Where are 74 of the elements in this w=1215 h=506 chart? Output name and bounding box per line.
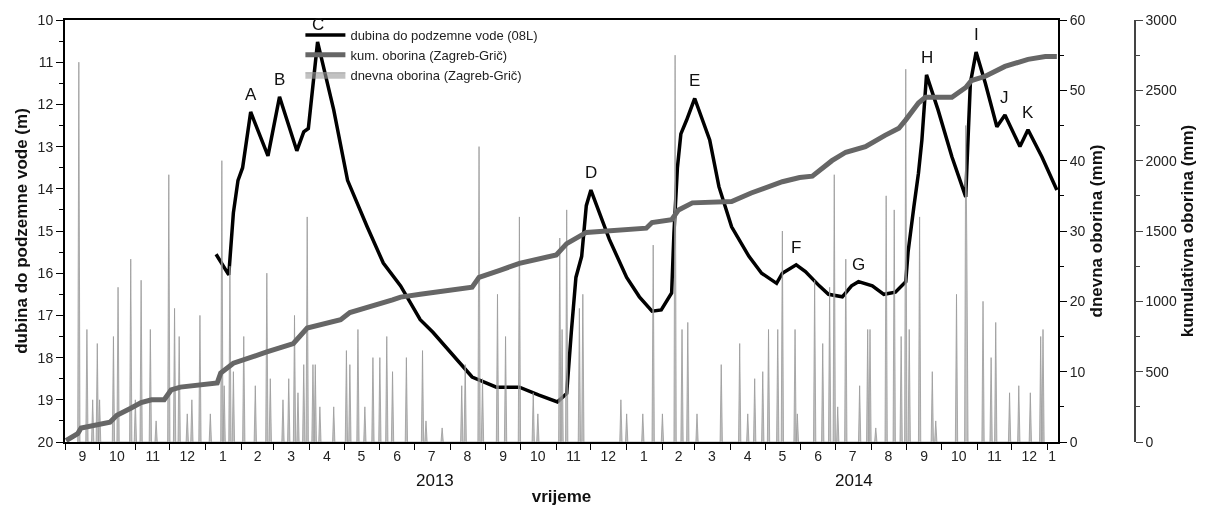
x-tick-label: 11 — [145, 447, 161, 464]
x-axis-title: vrijeme — [531, 487, 592, 506]
y2-tick-label: 30 — [1069, 222, 1086, 239]
x-tick-label: 10 — [530, 447, 546, 464]
annotation: I — [974, 25, 979, 44]
x-tick-label: 12 — [179, 447, 196, 464]
x-tick-label: 6 — [393, 447, 402, 464]
x-tick-label: 9 — [78, 447, 87, 464]
x-tick-label: 1 — [1048, 447, 1057, 464]
annotation: J — [1000, 88, 1009, 107]
x-tick-label: 1 — [640, 447, 649, 464]
text: 2014 — [835, 471, 873, 490]
y-tick-label: 13 — [37, 138, 54, 155]
y-tick-label: 19 — [37, 391, 54, 408]
y2-tick-label: 60 — [1069, 11, 1086, 28]
y3-tick-label: 500 — [1145, 363, 1170, 380]
x-tick-label: 5 — [778, 447, 787, 464]
x-tick-label: 3 — [287, 447, 296, 464]
text: 2013 — [416, 471, 454, 490]
y-tick-label: 10 — [37, 11, 54, 28]
x-tick-label: 11 — [566, 447, 582, 464]
y-tick-label: 18 — [37, 349, 54, 366]
x-tick-label: 7 — [427, 447, 436, 464]
x-tick-label: 12 — [1021, 447, 1038, 464]
legend-label: dubina do podzemne vode (08L) — [350, 28, 538, 44]
y-tick-label: 12 — [37, 96, 54, 113]
y3-tick-label: 2000 — [1145, 152, 1177, 169]
y-tick-label: 14 — [37, 180, 54, 197]
x-tick-label: 8 — [463, 447, 472, 464]
y-axis-title: dubina do podzemne vode (m) — [11, 108, 31, 354]
y3-tick-label: 0 — [1145, 433, 1154, 450]
x-tick-label: 4 — [743, 447, 752, 464]
x-tick-label: 9 — [920, 447, 929, 464]
x-tick-label: 2 — [253, 447, 262, 464]
x-tick-label: 6 — [814, 447, 823, 464]
y2-axis-title: dnevna oborina (mm) — [1087, 144, 1107, 318]
annotation: E — [689, 71, 701, 90]
y3-tick-label: 1500 — [1145, 222, 1177, 239]
legend-label: dnevna oborina (Zagreb-Grič) — [350, 67, 522, 83]
y2-tick-label: 0 — [1069, 433, 1078, 450]
x-tick-label: 10 — [951, 447, 967, 464]
y3-tick-label: 1000 — [1145, 293, 1177, 310]
x-tick-label: 8 — [884, 447, 893, 464]
y3-tick-label: 2500 — [1145, 82, 1177, 99]
annotation: G — [852, 255, 866, 274]
annotation: A — [245, 85, 257, 104]
annotation: D — [585, 163, 598, 182]
x-tick-label: 1 — [219, 447, 228, 464]
x-tick-label: 7 — [848, 447, 857, 464]
y3-tick-label: 3000 — [1145, 11, 1177, 28]
annotation: H — [921, 48, 934, 67]
y-tick-label: 17 — [37, 307, 54, 324]
x-tick-label: 11 — [987, 447, 1003, 464]
y-tick-label: 20 — [37, 433, 54, 450]
y-tick-label: 11 — [38, 54, 54, 71]
annotation: K — [1022, 103, 1034, 122]
y2-tick-label: 20 — [1069, 293, 1086, 310]
annotation: B — [274, 70, 286, 89]
annotation: C — [312, 15, 325, 34]
y-tick-label: 15 — [37, 222, 54, 239]
y-tick-label: 16 — [37, 265, 54, 282]
y2-tick-label: 10 — [1069, 363, 1086, 380]
y3-axis-title: kumulativna oborina (mm) — [1177, 124, 1197, 338]
x-tick-label: 12 — [600, 447, 617, 464]
x-tick-label: 4 — [322, 447, 331, 464]
y2-tick-label: 40 — [1069, 152, 1086, 169]
x-tick-label: 5 — [357, 447, 366, 464]
legend-label: kum. oborina (Zagreb-Grič) — [350, 47, 508, 63]
y2-tick-label: 50 — [1069, 82, 1086, 99]
annotation: F — [791, 238, 802, 257]
x-tick-label: 2 — [674, 447, 683, 464]
x-tick-label: 9 — [499, 447, 508, 464]
x-tick-label: 10 — [109, 447, 125, 464]
x-tick-label: 3 — [708, 447, 717, 464]
